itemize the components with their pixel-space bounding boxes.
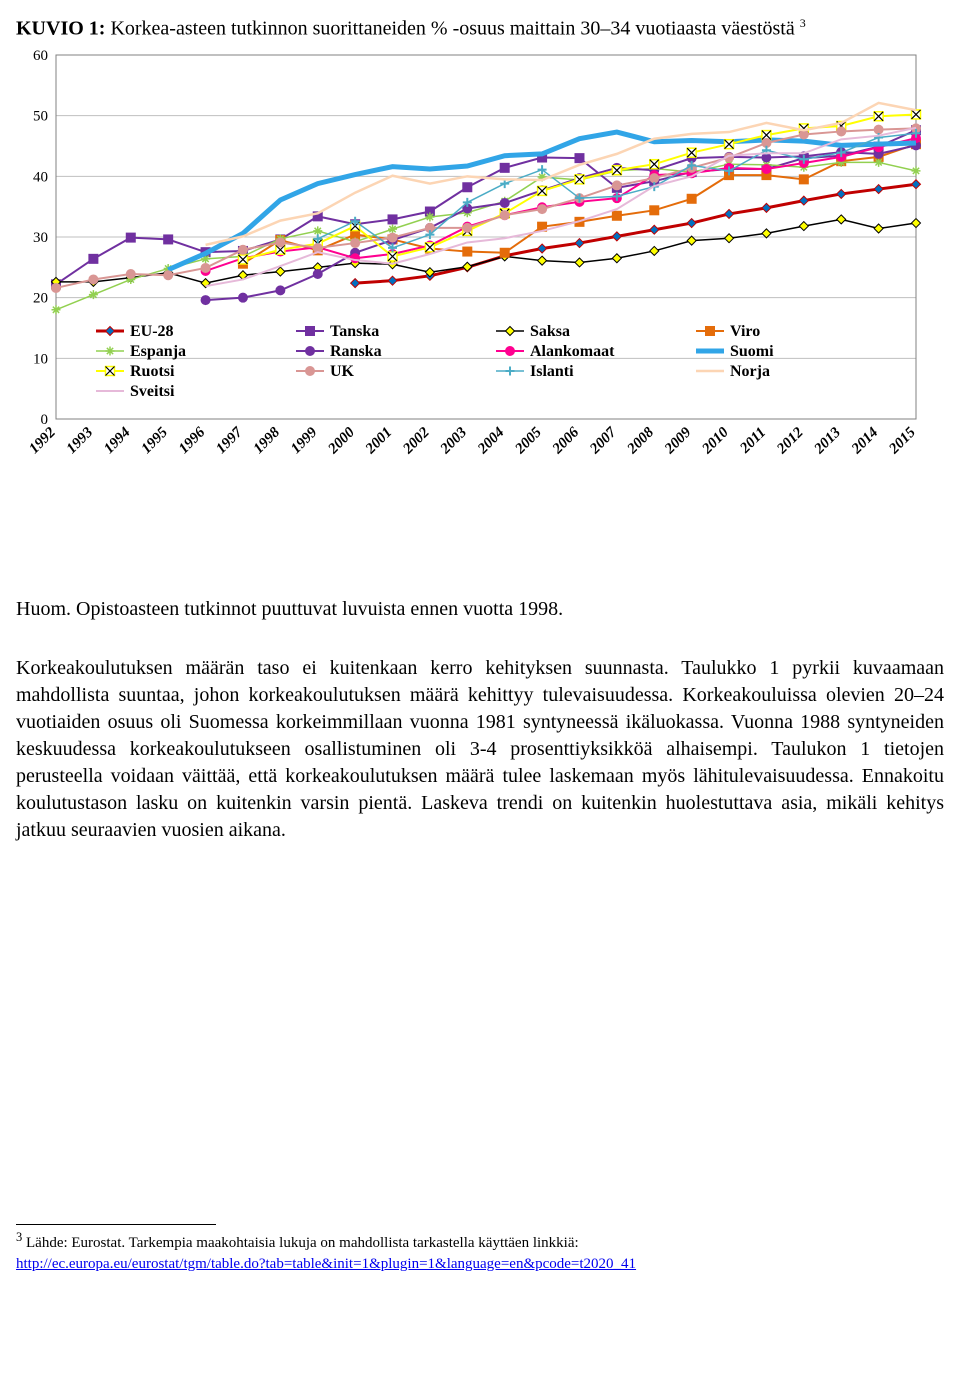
svg-text:2007: 2007 xyxy=(586,424,620,458)
footnote: 3 Lähde: Eurostat. Tarkempia maakohtaisi… xyxy=(16,1229,944,1275)
svg-text:2006: 2006 xyxy=(549,424,583,458)
svg-text:60: 60 xyxy=(33,48,48,64)
title-footnote-ref: 3 xyxy=(800,16,806,30)
title-prefix: KUVIO 1: xyxy=(16,18,110,40)
svg-text:2004: 2004 xyxy=(474,424,508,458)
svg-text:30: 30 xyxy=(33,230,48,246)
svg-text:1996: 1996 xyxy=(176,424,209,457)
svg-text:Saksa: Saksa xyxy=(530,323,570,340)
svg-text:2001: 2001 xyxy=(362,424,395,457)
svg-text:Viro: Viro xyxy=(730,323,760,340)
svg-text:Espanja: Espanja xyxy=(130,343,186,360)
svg-text:2008: 2008 xyxy=(624,424,658,458)
svg-text:2002: 2002 xyxy=(400,424,434,458)
svg-text:2014: 2014 xyxy=(848,424,882,458)
svg-text:2009: 2009 xyxy=(661,424,695,458)
svg-text:EU-28: EU-28 xyxy=(130,323,174,340)
svg-text:2010: 2010 xyxy=(699,424,733,458)
svg-text:2012: 2012 xyxy=(773,424,807,458)
svg-text:Suomi: Suomi xyxy=(730,343,774,360)
footnote-separator xyxy=(16,1224,216,1225)
svg-text:2013: 2013 xyxy=(811,424,845,458)
svg-text:2015: 2015 xyxy=(886,424,920,458)
title-text: Korkea-asteen tutkinnon suorittaneiden %… xyxy=(110,18,799,40)
svg-text:2003: 2003 xyxy=(437,424,471,458)
svg-text:20: 20 xyxy=(33,290,48,306)
footnote-link[interactable]: http://ec.europa.eu/eurostat/tgm/table.d… xyxy=(16,1256,636,1272)
svg-text:1993: 1993 xyxy=(64,424,97,457)
svg-text:Islanti: Islanti xyxy=(530,363,574,380)
svg-text:Ruotsi: Ruotsi xyxy=(130,363,175,380)
svg-text:Ranska: Ranska xyxy=(330,343,382,360)
body-paragraph: Korkeakoulutuksen määrän taso ei kuitenk… xyxy=(16,655,944,844)
svg-text:1997: 1997 xyxy=(213,424,246,457)
svg-text:Alankomaat: Alankomaat xyxy=(530,343,615,360)
svg-text:1994: 1994 xyxy=(101,424,134,457)
svg-text:Norja: Norja xyxy=(730,363,770,380)
footnote-text: Lähde: Eurostat. Tarkempia maakohtaisia … xyxy=(22,1235,578,1251)
svg-text:UK: UK xyxy=(330,363,355,380)
svg-text:Tanska: Tanska xyxy=(330,323,379,340)
svg-text:1995: 1995 xyxy=(138,424,171,457)
chart-svg: 0102030405060199219931994199519961997199… xyxy=(16,47,926,567)
svg-text:50: 50 xyxy=(33,108,48,124)
svg-text:1998: 1998 xyxy=(251,424,284,457)
figure-title: KUVIO 1: Korkea-asteen tutkinnon suoritt… xyxy=(16,16,944,41)
svg-text:2005: 2005 xyxy=(512,424,546,458)
svg-text:2000: 2000 xyxy=(325,424,359,458)
line-chart: 0102030405060199219931994199519961997199… xyxy=(16,47,926,572)
svg-text:40: 40 xyxy=(33,169,48,185)
svg-text:1992: 1992 xyxy=(26,424,59,457)
chart-note: Huom. Opistoasteen tutkinnot puuttuvat l… xyxy=(16,598,944,621)
svg-text:Sveitsi: Sveitsi xyxy=(130,383,175,400)
svg-text:10: 10 xyxy=(33,351,48,367)
svg-text:1999: 1999 xyxy=(288,424,321,457)
svg-text:2011: 2011 xyxy=(737,424,770,457)
